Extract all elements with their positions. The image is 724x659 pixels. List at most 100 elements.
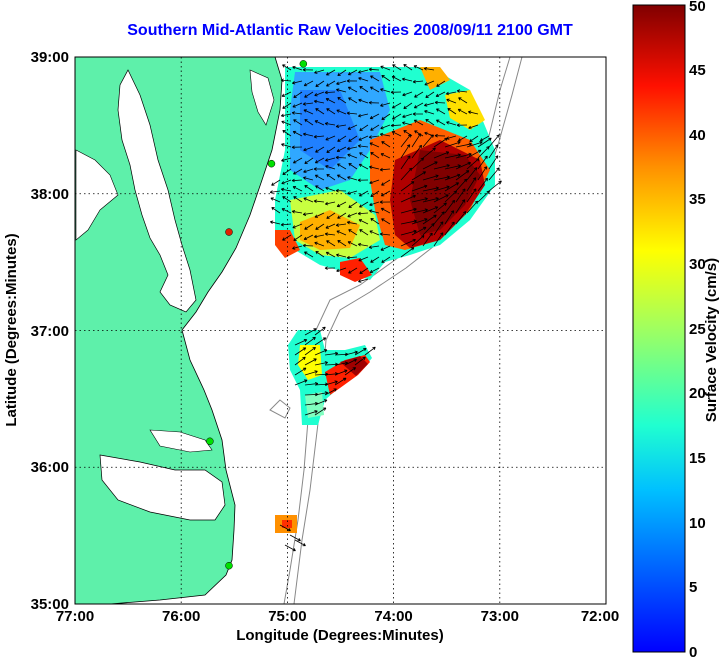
current-vector [336, 174, 347, 181]
current-vector [357, 178, 369, 182]
current-vector [281, 179, 292, 185]
colorbar-ticks: 0 5 10 15 20 25 30 35 40 45 50 [689, 0, 706, 659]
current-vector [280, 222, 292, 227]
current-vector [292, 65, 303, 71]
current-vector [400, 155, 411, 170]
current-vector [436, 108, 446, 115]
current-vector [346, 79, 358, 83]
current-vector [336, 267, 347, 273]
current-vector [403, 102, 413, 110]
current-vector [358, 256, 369, 262]
current-vector [433, 164, 450, 170]
x-tick-label: 74:00 [374, 608, 412, 625]
current-vector [324, 201, 336, 206]
current-vector [270, 220, 281, 225]
current-vector [488, 134, 500, 148]
current-vector [466, 177, 477, 192]
current-vector [455, 199, 466, 214]
current-vector [344, 350, 358, 356]
current-vector [422, 161, 438, 170]
current-vector [358, 135, 369, 141]
current-vector [447, 107, 457, 115]
current-vector [281, 157, 292, 162]
current-vector [379, 132, 391, 137]
current-vector [455, 142, 472, 148]
current-vector [425, 118, 435, 126]
current-vector [314, 391, 329, 396]
current-vector [477, 190, 490, 203]
current-vector [422, 214, 437, 225]
current-vector [336, 88, 347, 93]
current-vector [488, 180, 502, 192]
current-vector [336, 109, 347, 115]
current-vector [337, 240, 347, 247]
current-vector [468, 124, 479, 130]
current-vector [294, 356, 306, 366]
current-vector [303, 176, 314, 181]
current-vector [347, 69, 358, 76]
colorbar-title: Surface Velocity (cm/s) [703, 258, 720, 422]
radar-stations [206, 60, 308, 570]
current-vector [401, 77, 413, 82]
current-vector [325, 251, 336, 258]
current-vector [400, 207, 417, 214]
grid-lines [75, 57, 606, 604]
current-vector [400, 144, 411, 159]
current-vector [444, 153, 461, 159]
current-vector [413, 65, 424, 71]
current-vector [369, 267, 380, 274]
current-vector [324, 388, 337, 396]
current-vector [314, 120, 325, 126]
current-vector [346, 146, 358, 151]
current-vector [315, 250, 325, 258]
current-vector [304, 157, 314, 165]
current-vector [414, 91, 424, 98]
current-vector [433, 175, 450, 181]
current-vector [488, 144, 499, 159]
current-vector [456, 123, 468, 127]
current-vector [368, 100, 380, 105]
current-vector [422, 223, 435, 236]
current-vector [444, 221, 455, 236]
current-vector [304, 336, 316, 346]
current-vector [390, 123, 402, 128]
current-vector [359, 229, 369, 236]
current-vector [314, 157, 325, 164]
current-vector [402, 113, 413, 119]
current-vector [314, 349, 328, 356]
current-vector [358, 69, 369, 74]
current-vector [422, 147, 436, 159]
colorbar-tick-label: 20 [689, 385, 706, 402]
current-vector [315, 223, 325, 230]
current-vector [326, 146, 336, 153]
current-vector [466, 141, 483, 148]
radar-station-marker [225, 561, 233, 570]
current-vector [314, 361, 328, 366]
radar-station-marker [206, 437, 214, 446]
current-vector [433, 137, 448, 148]
current-vector [433, 232, 444, 247]
current-vector [325, 98, 336, 104]
current-vector [302, 102, 314, 106]
current-vector [269, 190, 281, 194]
current-vector [313, 199, 325, 203]
current-vector [411, 171, 427, 181]
current-vector [381, 141, 391, 148]
current-vector [370, 124, 380, 131]
current-vector [433, 185, 450, 192]
current-vector [466, 188, 477, 203]
current-vector [325, 69, 336, 76]
current-vector [313, 99, 325, 104]
current-vector [304, 346, 316, 356]
current-vector [324, 380, 338, 386]
current-vector [337, 96, 347, 104]
current-vector [468, 110, 479, 115]
current-vector [354, 347, 367, 356]
current-vector [369, 179, 380, 185]
current-vector [270, 197, 281, 203]
y-tick-label: 36:00 [31, 459, 69, 476]
current-vector [325, 157, 336, 162]
x-axis-title: Longitude (Degrees:Minutes) [236, 627, 444, 644]
current-vector [400, 247, 415, 258]
current-vector [336, 146, 347, 152]
